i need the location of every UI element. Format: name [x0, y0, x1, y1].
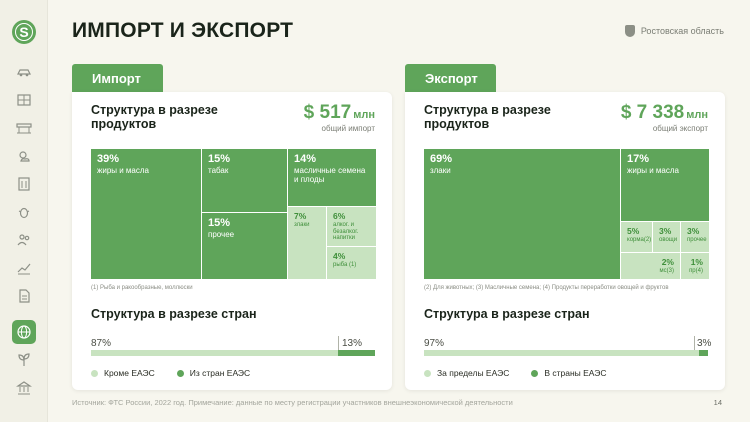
export-countries-title: Структура в разрезе стран: [424, 307, 590, 321]
treemap-cell: 39% жиры и масла: [91, 149, 201, 279]
treemap-cell: 1% пр(4): [681, 253, 709, 279]
export-treemap: 69% злаки 17% жиры и масла 5% корма(2) 3% ов…: [424, 149, 709, 279]
tab-export[interactable]: Экспорт: [405, 64, 496, 92]
export-country-bar: [424, 350, 708, 356]
treemap-cell: 5% корма(2): [621, 222, 652, 252]
weather-icon[interactable]: [15, 148, 33, 164]
treemap-cell: 69% злаки: [424, 149, 620, 279]
import-footnote: (1) Рыба и ракообразные, моллюски: [91, 285, 193, 291]
car-icon[interactable]: [15, 64, 33, 80]
import-treemap: 39% жиры и масла 15% табак 14% масличные се…: [91, 149, 376, 279]
tab-import[interactable]: Импорт: [72, 64, 163, 92]
plant-icon[interactable]: [15, 352, 33, 368]
logo[interactable]: S: [12, 20, 36, 44]
bug-icon[interactable]: [15, 204, 33, 220]
import-legend: Кроме ЕАЭС Из стран ЕАЭС: [91, 368, 250, 378]
building-icon[interactable]: [15, 176, 33, 192]
treemap-cell: 7% злаки: [288, 207, 326, 279]
export-total: $ 7 338 млн общий экспорт: [620, 102, 708, 133]
bar-separator: [338, 336, 339, 356]
bar-separator: [694, 336, 695, 356]
import-total: $ 517 млн общий импорт: [303, 102, 375, 133]
export-bar-right-label: 3%: [697, 338, 712, 349]
sidebar: S: [0, 0, 48, 422]
import-countries-title: Структура в разрезе стран: [91, 307, 257, 321]
treemap-cell: 3% овощи: [653, 222, 680, 252]
treemap-cell: 4% рыба (1): [327, 247, 376, 279]
export-card: Структура в разрезе продуктов $ 7 338 млн…: [405, 92, 725, 390]
import-country-bar: [91, 350, 375, 356]
chart-icon[interactable]: [15, 260, 33, 276]
export-footnote: (2) Для животных; (3) Масличные семена; …: [424, 285, 669, 291]
export-legend: За пределы ЕАЭС В страны ЕАЭС: [424, 368, 607, 378]
page-title: ИМПОРТ И ЭКСПОРТ: [72, 19, 294, 42]
import-card: Структура в разрезе продуктов $ 517 млн о…: [72, 92, 392, 390]
treemap-cell: 15% прочее: [202, 213, 287, 279]
treemap-cell: 2% мс(3): [621, 253, 680, 279]
import-bar-fill: [338, 350, 375, 356]
treemap-cell: 15% табак: [202, 149, 287, 212]
import-bar-right-label: 13%: [342, 338, 363, 349]
document-grid-icon[interactable]: [15, 92, 33, 108]
treemap-cell: 14% масличные семена и плоды: [288, 149, 376, 206]
globe-icon[interactable]: [12, 320, 36, 344]
source-note: Источник: ФТС России, 2022 год. Примечан…: [72, 398, 513, 407]
bank-icon[interactable]: [15, 380, 33, 396]
export-bar-left-label: 97%: [424, 338, 445, 349]
region-label: Ростовская область: [624, 25, 724, 37]
import-heading: Структура в разрезе продуктов: [91, 103, 218, 131]
document-icon[interactable]: [15, 288, 33, 304]
people-icon[interactable]: [15, 232, 33, 248]
coat-of-arms-icon: [624, 25, 635, 37]
page-number: 14: [713, 398, 722, 407]
treemap-cell: 6% алког. и безалког. напитки: [327, 207, 376, 246]
import-bar-left-label: 87%: [91, 338, 112, 349]
treemap-cell: 3% прочее: [681, 222, 709, 252]
export-bar-fill: [699, 350, 708, 356]
treemap-cell: 17% жиры и масла: [621, 149, 709, 221]
export-heading: Структура в разрезе продуктов: [424, 103, 551, 131]
barrier-icon[interactable]: [15, 120, 33, 136]
